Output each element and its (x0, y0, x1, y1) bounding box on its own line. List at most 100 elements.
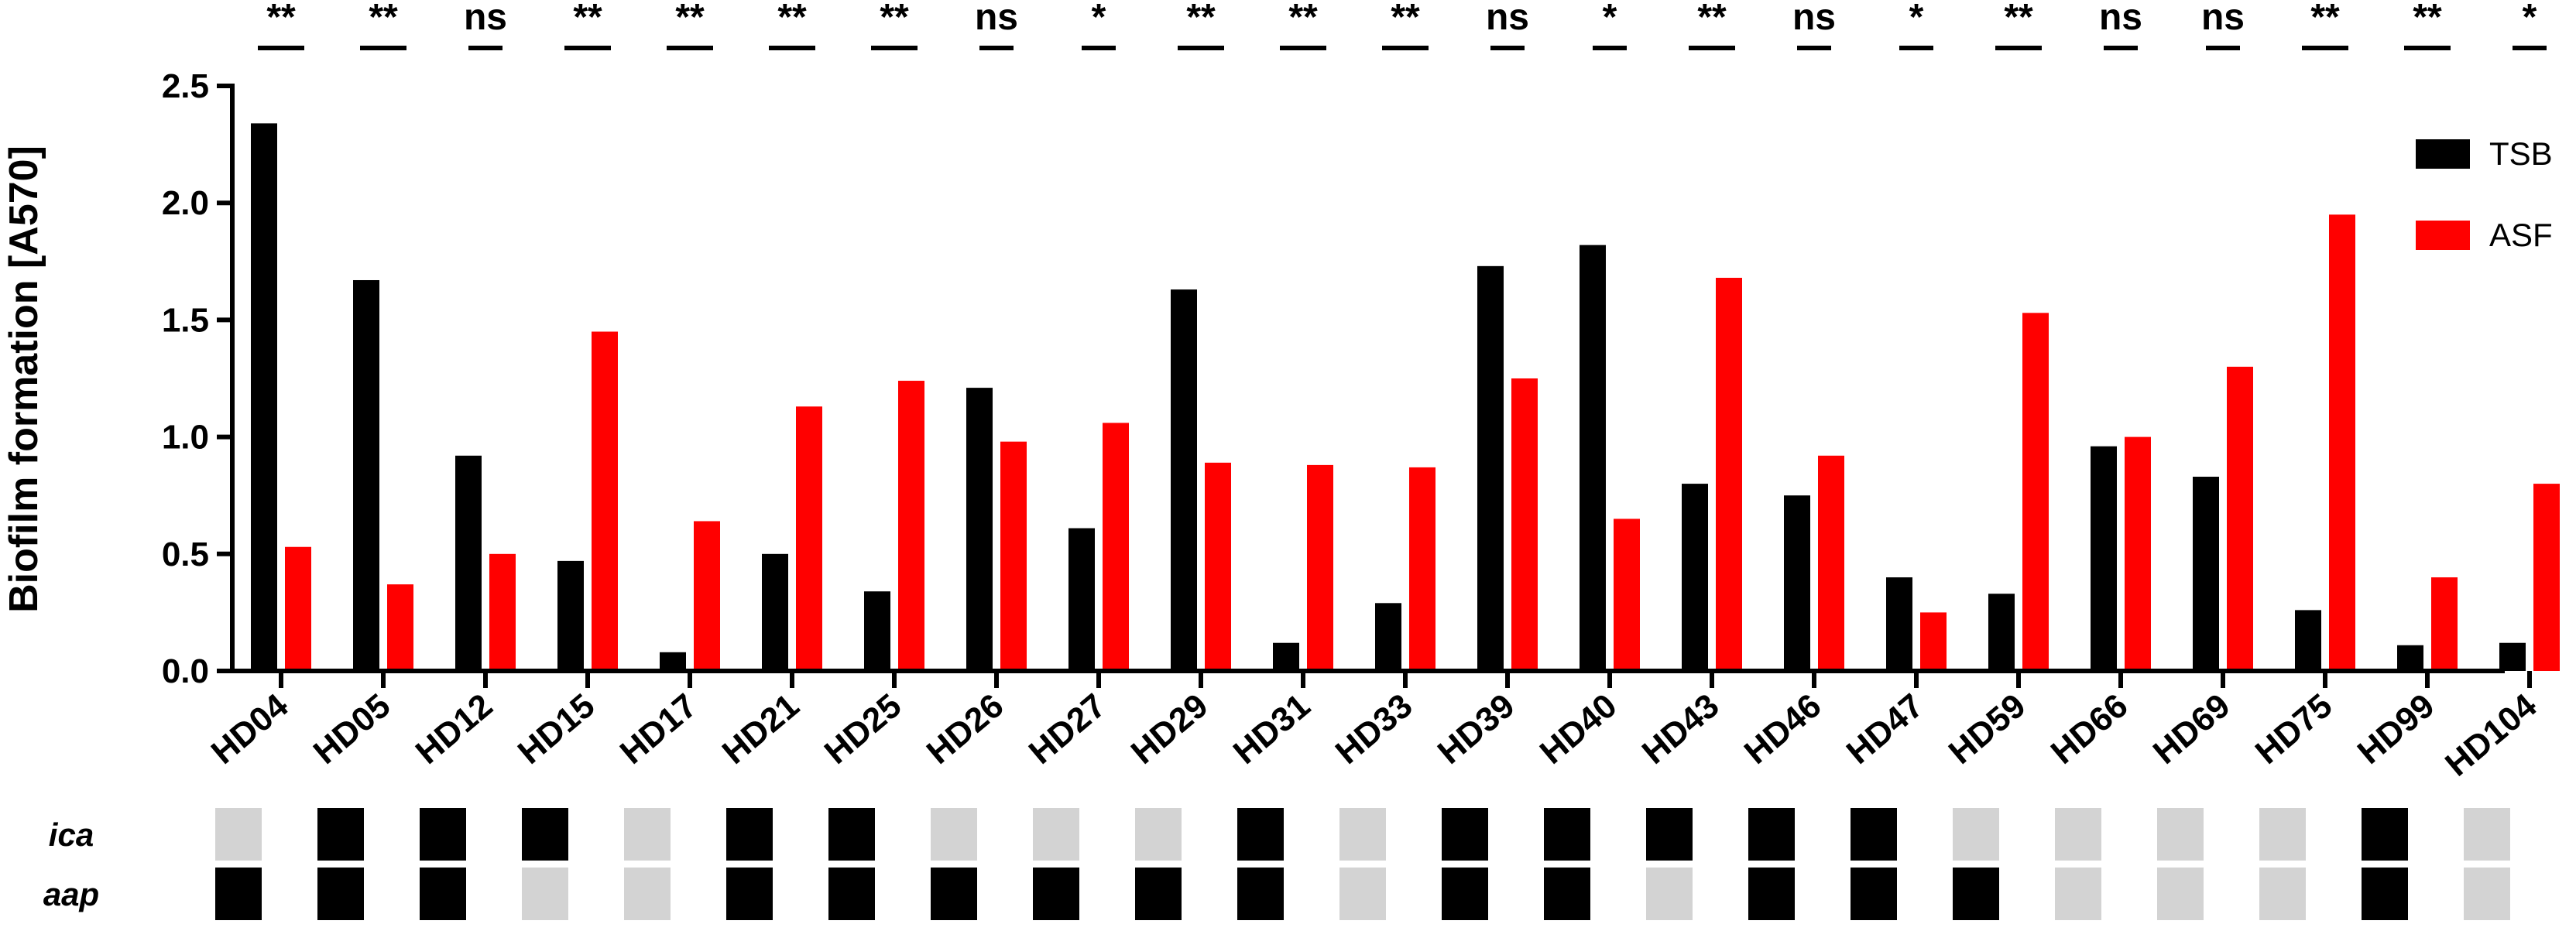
bar-tsb-hd75 (2295, 610, 2321, 671)
bar-asf-hd66 (2125, 436, 2151, 671)
gene-cell-ica-hd05 (317, 808, 364, 861)
bar-tsb-hd46 (1784, 495, 1810, 671)
gene-cell-aap-hd59 (1953, 868, 1999, 920)
significance-layer: ** ** ns ** ** ** ** ns * ** ** ** ns * ** ns * ** ns ns ** *… (258, 0, 2547, 50)
y-tick-label: 1.5 (162, 301, 209, 339)
significance-label: * (2523, 0, 2537, 38)
bar-tsb-hd40 (1580, 245, 1606, 672)
significance-label: ** (573, 0, 602, 38)
x-tick-label: HD15 (511, 686, 602, 772)
gene-cell-aap-hd15 (522, 868, 568, 920)
x-tick-label: HD40 (1533, 686, 1624, 772)
x-tick-label: HD33 (1329, 686, 1420, 772)
bar-tsb-hd43 (1682, 484, 1708, 671)
bar-tsb-hd05 (353, 279, 379, 671)
significance-label: * (1909, 0, 1924, 38)
gene-cell-ica-hd47 (1851, 808, 1897, 861)
x-tick-label: HD27 (1022, 686, 1113, 772)
bar-tsb-hd21 (762, 553, 788, 671)
gene-cell-ica-hd27 (1033, 808, 1079, 861)
x-ticks-layer: HD04 HD05 HD12 HD15 HD17 HD21 HD25 HD26 HD27 HD29… (204, 671, 2544, 784)
x-tick-label: HD104 (2438, 686, 2544, 784)
gene-label-aap: aap (43, 876, 99, 912)
gene-cell-ica-hd59 (1953, 808, 1999, 861)
y-tick-label: 2.0 (162, 184, 209, 222)
x-tick-label: HD29 (1124, 686, 1216, 772)
significance-label: ** (2413, 0, 2442, 38)
gene-cell-ica-hd33 (1339, 808, 1386, 861)
significance-label: ** (1391, 0, 1420, 38)
bar-asf-hd59 (2022, 313, 2049, 671)
bar-tsb-hd66 (2091, 446, 2117, 671)
bars-layer (251, 123, 2560, 672)
bar-tsb-hd33 (1375, 603, 1401, 671)
gene-presence-grid: ica aap (43, 808, 2510, 920)
bar-tsb-hd25 (864, 591, 890, 671)
gene-cell-aap-hd40 (1544, 868, 1590, 920)
gene-cell-aap-hd39 (1442, 868, 1488, 920)
gene-cell-ica-hd75 (2259, 808, 2306, 861)
x-tick-label: HD05 (307, 686, 398, 772)
gene-cell-aap-hd33 (1339, 868, 1386, 920)
y-ticks-layer: 0.0 0.5 1.0 1.5 2.0 2.5 (162, 67, 232, 690)
bar-tsb-hd15 (557, 560, 584, 671)
significance-label: ** (2310, 0, 2340, 38)
gene-cell-ica-hd40 (1544, 808, 1590, 861)
bar-tsb-hd31 (1273, 642, 1299, 671)
significance-label: ns (2099, 0, 2142, 38)
x-tick-label: HD39 (1431, 686, 1522, 772)
axes-layer (230, 84, 2505, 673)
significance-label: ** (880, 0, 909, 38)
bar-asf-hd39 (1511, 378, 1538, 671)
bar-asf-hd43 (1716, 277, 1742, 671)
x-tick-label: HD59 (1942, 686, 2033, 772)
gene-cell-aap-hd27 (1033, 868, 1079, 920)
bar-tsb-hd69 (2193, 477, 2219, 671)
bar-asf-hd05 (387, 584, 413, 671)
gene-cell-aap-hd99 (2362, 868, 2408, 920)
gene-label-ica: ica (49, 816, 94, 853)
significance-label: ns (1486, 0, 1529, 38)
gene-cell-aap-hd25 (828, 868, 875, 920)
bar-asf-hd33 (1409, 467, 1435, 671)
gene-cell-aap-hd17 (624, 868, 671, 920)
y-tick-label: 1.0 (162, 419, 209, 457)
legend-swatch-tsb (2416, 139, 2470, 169)
significance-label: ** (675, 0, 705, 38)
bar-tsb-hd47 (1886, 577, 1912, 671)
gene-cell-aap-hd47 (1851, 868, 1897, 920)
gene-cell-ica-hd12 (420, 808, 466, 861)
bar-asf-hd04 (285, 546, 311, 671)
x-tick-label: HD99 (2351, 686, 2442, 772)
bar-tsb-hd99 (2397, 645, 2423, 671)
x-tick-label: HD04 (204, 686, 296, 772)
bar-asf-hd12 (489, 553, 516, 671)
y-tick-label: 0.0 (162, 652, 209, 690)
gene-cell-ica-hd69 (2157, 808, 2204, 861)
gene-cell-ica-hd31 (1237, 808, 1284, 861)
bar-asf-hd29 (1205, 462, 1231, 671)
gene-cell-aap-hd69 (2157, 868, 2204, 920)
legend-label-tsb: TSB (2489, 135, 2553, 172)
legend: TSB ASF (2416, 135, 2553, 253)
y-tick-label: 0.5 (162, 536, 209, 573)
significance-label: ns (1792, 0, 1836, 38)
y-axis-label: Biofilm formation [A570] (2, 145, 46, 613)
bar-asf-hd17 (694, 521, 720, 671)
bar-tsb-hd26 (966, 388, 993, 671)
bar-tsb-hd17 (660, 652, 686, 671)
gene-cell-aap-hd31 (1237, 868, 1284, 920)
gene-cell-aap-hd75 (2259, 868, 2306, 920)
significance-label: ns (975, 0, 1018, 38)
gene-cell-ica-hd39 (1442, 808, 1488, 861)
x-tick-label: HD17 (613, 686, 705, 772)
bar-tsb-hd39 (1477, 265, 1504, 671)
significance-label: ** (1186, 0, 1216, 38)
bar-tsb-hd59 (1988, 594, 2015, 671)
gene-cell-aap-hd66 (2055, 868, 2101, 920)
x-tick-label: HD12 (409, 686, 500, 772)
bar-asf-hd99 (2431, 577, 2458, 671)
bar-tsb-hd29 (1171, 289, 1197, 671)
x-tick-label: HD21 (715, 686, 807, 772)
